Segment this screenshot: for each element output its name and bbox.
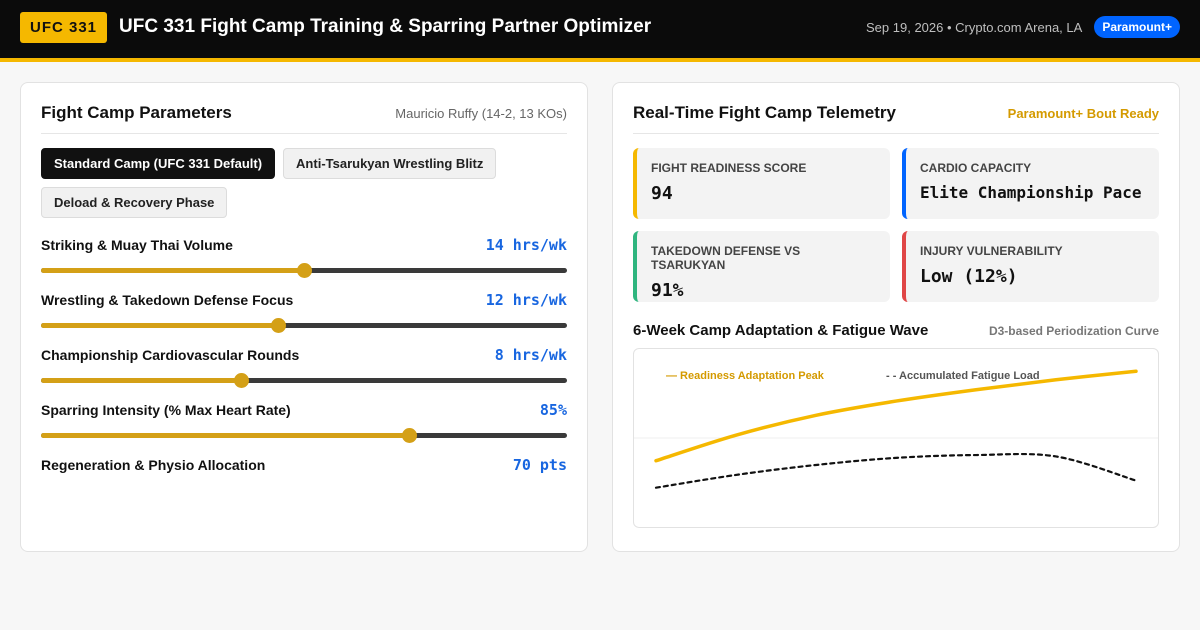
slider-label: Striking & Muay Thai Volume <box>41 237 233 253</box>
slider-thumb[interactable] <box>402 428 418 443</box>
slider-label: Regeneration & Physio Allocation <box>41 457 266 473</box>
slider-track[interactable] <box>41 263 567 278</box>
chart-title: 6-Week Camp Adaptation & Fatigue Wave <box>633 322 929 339</box>
parameters-header: Fight Camp Parameters Mauricio Ruffy (14… <box>41 103 567 134</box>
slider-sparring-intensity: Sparring Intensity (% Max Heart Rate) 85… <box>41 401 567 443</box>
telemetry-panel: Real-Time Fight Camp Telemetry Paramount… <box>612 82 1180 552</box>
slider-label: Sparring Intensity (% Max Heart Rate) <box>41 402 291 418</box>
slider-regeneration: Regeneration & Physio Allocation 70 pts <box>41 456 567 474</box>
bout-status: Paramount+ Bout Ready <box>1007 105 1159 121</box>
slider-value: 14 hrs/wk <box>485 236 567 254</box>
periodization-chart: — Readiness Adaptation Peak - - Accumulat… <box>633 348 1159 528</box>
slider-striking-volume: Striking & Muay Thai Volume 14 hrs/wk <box>41 236 567 278</box>
slider-fill <box>41 378 241 383</box>
preset-buttons: Standard Camp (UFC 331 Default) Anti-Tsa… <box>41 148 567 218</box>
metric-value: Low (12%) <box>920 266 1018 287</box>
slider-fill <box>41 323 278 328</box>
slider-wrestling-focus: Wrestling & Takedown Defense Focus 12 hr… <box>41 291 567 333</box>
chart-subtitle: D3-based Periodization Curve <box>988 324 1159 338</box>
preset-standard-camp[interactable]: Standard Camp (UFC 331 Default) <box>41 148 276 179</box>
slider-label: Wrestling & Takedown Defense Focus <box>41 292 294 308</box>
metric-injury-vulnerability: Injury Vulnerability Low (12%) <box>902 231 1159 302</box>
metric-value: 91% <box>651 280 684 301</box>
top-bar: UFC 331 UFC 331 Fight Camp Training & Sp… <box>0 0 1200 62</box>
slider-cardio-rounds: Championship Cardiovascular Rounds 8 hrs… <box>41 346 567 388</box>
metric-cards: Fight Readiness Score 94 Cardio Capacity… <box>633 148 1159 302</box>
readiness-series-line <box>654 369 1138 463</box>
slider-label: Championship Cardiovascular Rounds <box>41 347 300 363</box>
event-meta: Sep 19, 2026 • Crypto.com Arena, LA Para… <box>866 16 1180 38</box>
preset-wrestling-blitz[interactable]: Anti-Tsarukyan Wrestling Blitz <box>283 148 497 179</box>
metric-fight-readiness: Fight Readiness Score 94 <box>633 148 890 219</box>
main-content: Fight Camp Parameters Mauricio Ruffy (14… <box>0 62 1200 605</box>
slider-thumb[interactable] <box>297 263 312 278</box>
chart-header: 6-Week Camp Adaptation & Fatigue Wave D3… <box>633 322 1159 339</box>
periodization-chart-svg: — Readiness Adaptation Peak - - Accumulat… <box>634 369 1158 489</box>
camp-parameters-panel: Fight Camp Parameters Mauricio Ruffy (14… <box>20 82 588 552</box>
telemetry-title: Real-Time Fight Camp Telemetry <box>633 103 896 122</box>
event-info: Sep 19, 2026 • Crypto.com Arena, LA <box>866 19 1083 35</box>
slider-fill <box>41 433 410 438</box>
fighter-record: Mauricio Ruffy (14-2, 13 KOs) <box>395 105 567 121</box>
parameters-title: Fight Camp Parameters <box>41 103 232 122</box>
fatigue-series-line <box>654 452 1138 489</box>
slider-value: 8 hrs/wk <box>494 346 567 364</box>
slider-track[interactable] <box>41 428 567 443</box>
telemetry-header: Real-Time Fight Camp Telemetry Paramount… <box>633 103 1159 134</box>
event-brand-badge: UFC 331 <box>20 11 108 43</box>
metric-takedown-defense: Takedown Defense vs Tsarukyan 91% <box>633 231 890 302</box>
slider-thumb[interactable] <box>233 373 249 388</box>
metric-cardio-capacity: Cardio Capacity Elite Championship Pace <box>902 148 1159 219</box>
metric-value: 94 <box>651 183 673 204</box>
slider-value: 12 hrs/wk <box>485 291 567 309</box>
slider-track[interactable] <box>41 318 567 333</box>
metric-label: Cardio Capacity <box>920 161 1032 175</box>
metric-label: Fight Readiness Score <box>651 161 807 175</box>
metric-value: Elite Championship Pace <box>920 183 1142 202</box>
preset-deload-recovery[interactable]: Deload & Recovery Phase <box>41 187 228 218</box>
legend-readiness: — Readiness Adaptation Peak <box>666 370 825 382</box>
slider-value: 70 pts <box>512 456 567 474</box>
slider-track[interactable] <box>41 373 567 388</box>
slider-value: 85% <box>539 401 567 419</box>
slider-fill <box>41 268 304 273</box>
metric-label: Injury Vulnerability <box>920 244 1063 258</box>
slider-thumb[interactable] <box>270 318 286 333</box>
app-title: UFC 331 Fight Camp Training & Sparring P… <box>119 16 652 37</box>
network-badge[interactable]: Paramount+ <box>1094 16 1180 38</box>
metric-label: Takedown Defense vs Tsarukyan <box>651 244 801 272</box>
legend-fatigue: - - Accumulated Fatigue Load <box>886 370 1040 382</box>
